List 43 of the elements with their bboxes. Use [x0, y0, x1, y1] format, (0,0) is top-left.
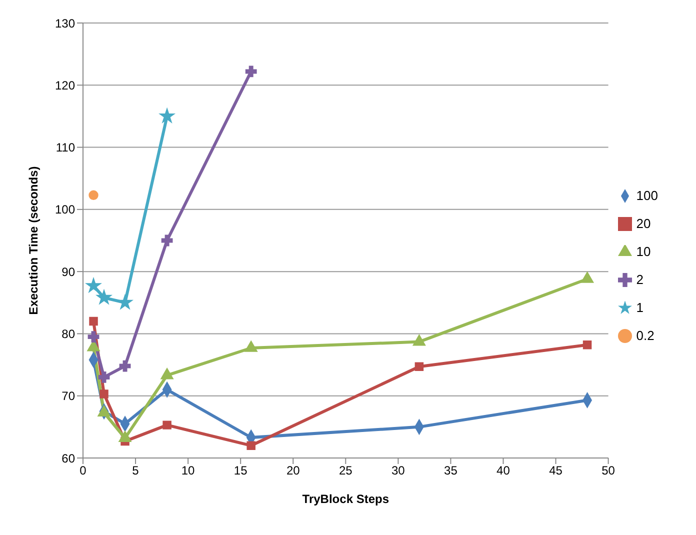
x-tick-label: 10: [181, 464, 196, 478]
x-axis-title: TryBlock Steps: [302, 492, 390, 506]
point: [88, 331, 100, 343]
y-tick-label: 70: [62, 389, 76, 404]
y-tick-label: 130: [54, 16, 76, 30]
y-tick-label: 80: [62, 326, 76, 341]
x-tick-label: 35: [444, 464, 458, 478]
x-tick-label: 5: [132, 464, 140, 478]
legend-label: 2: [636, 272, 644, 286]
point: [162, 420, 172, 430]
x-tick-label: 30: [392, 464, 406, 478]
x-tick-label: 45: [549, 464, 563, 478]
x-tick-label: 15: [234, 464, 248, 478]
x-tick-label: 20: [286, 464, 300, 478]
point: [161, 234, 173, 246]
y-tick-label: 110: [56, 140, 76, 155]
x-tick-label: 0: [80, 464, 87, 478]
point: [582, 340, 592, 350]
point: [414, 362, 424, 372]
point: [246, 441, 256, 450]
y-tick-label: 60: [62, 451, 76, 466]
point: [119, 360, 131, 372]
y-tick-label: 100: [54, 202, 76, 217]
point: [88, 190, 98, 200]
legend-label: 100: [636, 188, 658, 202]
point: [86, 278, 101, 292]
y-tick-label: 120: [54, 78, 76, 92]
legend-label: 20: [636, 216, 651, 230]
legend-label: 10: [636, 244, 651, 258]
y-axis-title: Execution Time (seconds): [26, 166, 40, 315]
point: [160, 108, 174, 123]
point: [98, 372, 110, 383]
point: [100, 390, 108, 398]
point: [118, 294, 132, 310]
legend-label: 0.2: [636, 328, 654, 342]
x-tick-label: 25: [338, 464, 353, 478]
point: [245, 66, 257, 78]
x-tick-label: 50: [602, 464, 616, 478]
point: [89, 316, 98, 326]
point: [96, 290, 112, 304]
y-tick-label: 90: [62, 264, 76, 279]
x-tick-label: 40: [496, 464, 510, 478]
legend-label: 1: [636, 300, 644, 314]
